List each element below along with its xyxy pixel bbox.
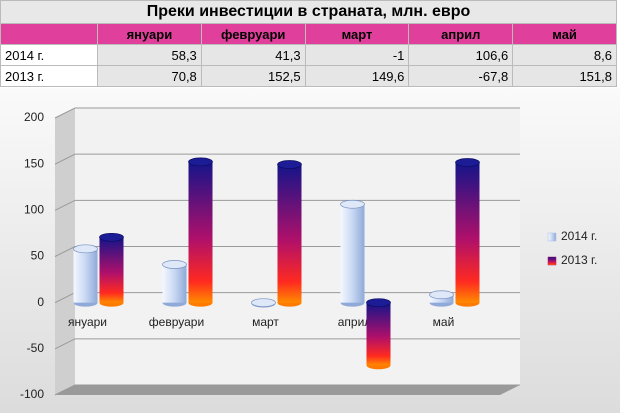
cell: 149,6	[304, 65, 410, 87]
bar	[455, 162, 480, 303]
bar-cap	[251, 298, 276, 308]
legend-swatch	[547, 232, 557, 242]
bar	[188, 161, 213, 303]
bar-cap	[366, 298, 391, 308]
cell: 8,6	[512, 44, 617, 66]
cell: 151,8	[512, 65, 617, 87]
column-header: май	[512, 23, 617, 45]
bar	[99, 237, 124, 303]
bar-cap	[73, 244, 98, 254]
x-tick-label: февруари	[149, 315, 204, 329]
chart: -100 -50 0 50 100 150 200 януари февруари март апр…	[0, 88, 620, 413]
x-tick-label: март	[252, 315, 279, 329]
bar-cap	[277, 160, 302, 169]
floor	[55, 385, 520, 395]
y-tick-label: 50	[31, 249, 45, 263]
bar-cap	[162, 260, 187, 269]
bar-cap	[455, 158, 480, 167]
column-header: февруари	[200, 23, 306, 45]
grid-line	[54, 199, 520, 211]
cell: 70,8	[97, 65, 202, 87]
cell: -67,8	[408, 65, 514, 87]
bar	[277, 164, 302, 303]
grid-line	[54, 153, 520, 165]
y-tick-label: -50	[27, 341, 45, 355]
data-row: 2014 г. 58,3 41,3 -1 106,6 8,6	[0, 44, 617, 66]
bar-cap	[188, 157, 213, 167]
row-label: 2014 г.	[0, 44, 98, 66]
bar	[73, 248, 98, 303]
x-tick-label: май	[433, 315, 455, 329]
bar	[162, 264, 187, 303]
cell: 106,6	[408, 44, 514, 66]
data-table: Преки инвестиции в страната, млн. евро я…	[0, 0, 617, 87]
corner-cell	[0, 23, 98, 45]
y-tick-label: 150	[24, 156, 44, 170]
legend-label: 2014 г.	[561, 229, 597, 243]
column-header: януари	[97, 23, 202, 45]
legend-label: 2013 г.	[561, 253, 597, 267]
grid-line	[54, 107, 520, 119]
y-tick-label: 0	[37, 295, 44, 309]
cell: 58,3	[97, 44, 202, 66]
table-title: Преки инвестиции в страната, млн. евро	[0, 0, 617, 24]
bar	[366, 302, 391, 366]
y-tick-label: 100	[24, 203, 44, 217]
legend-swatch	[547, 256, 557, 266]
column-header: март	[304, 23, 410, 45]
column-header: април	[408, 23, 514, 45]
grid-line	[54, 384, 520, 396]
cell: 152,5	[200, 65, 306, 87]
header-row: януари февруари март април май	[0, 23, 617, 45]
x-tick-label: януари	[68, 315, 107, 329]
data-row: 2013 г. 70,8 152,5 149,6 -67,8 151,8	[0, 65, 617, 87]
bar-cap	[340, 199, 365, 209]
bar-cap	[429, 290, 454, 300]
bar	[340, 204, 365, 303]
y-tick-label: -100	[20, 387, 44, 401]
cell: 41,3	[200, 44, 306, 66]
y-tick-label: 200	[24, 110, 44, 124]
cell: -1	[304, 44, 410, 66]
bar-cap	[99, 232, 124, 242]
row-label: 2013 г.	[0, 65, 98, 87]
x-tick-label: април	[338, 315, 372, 329]
